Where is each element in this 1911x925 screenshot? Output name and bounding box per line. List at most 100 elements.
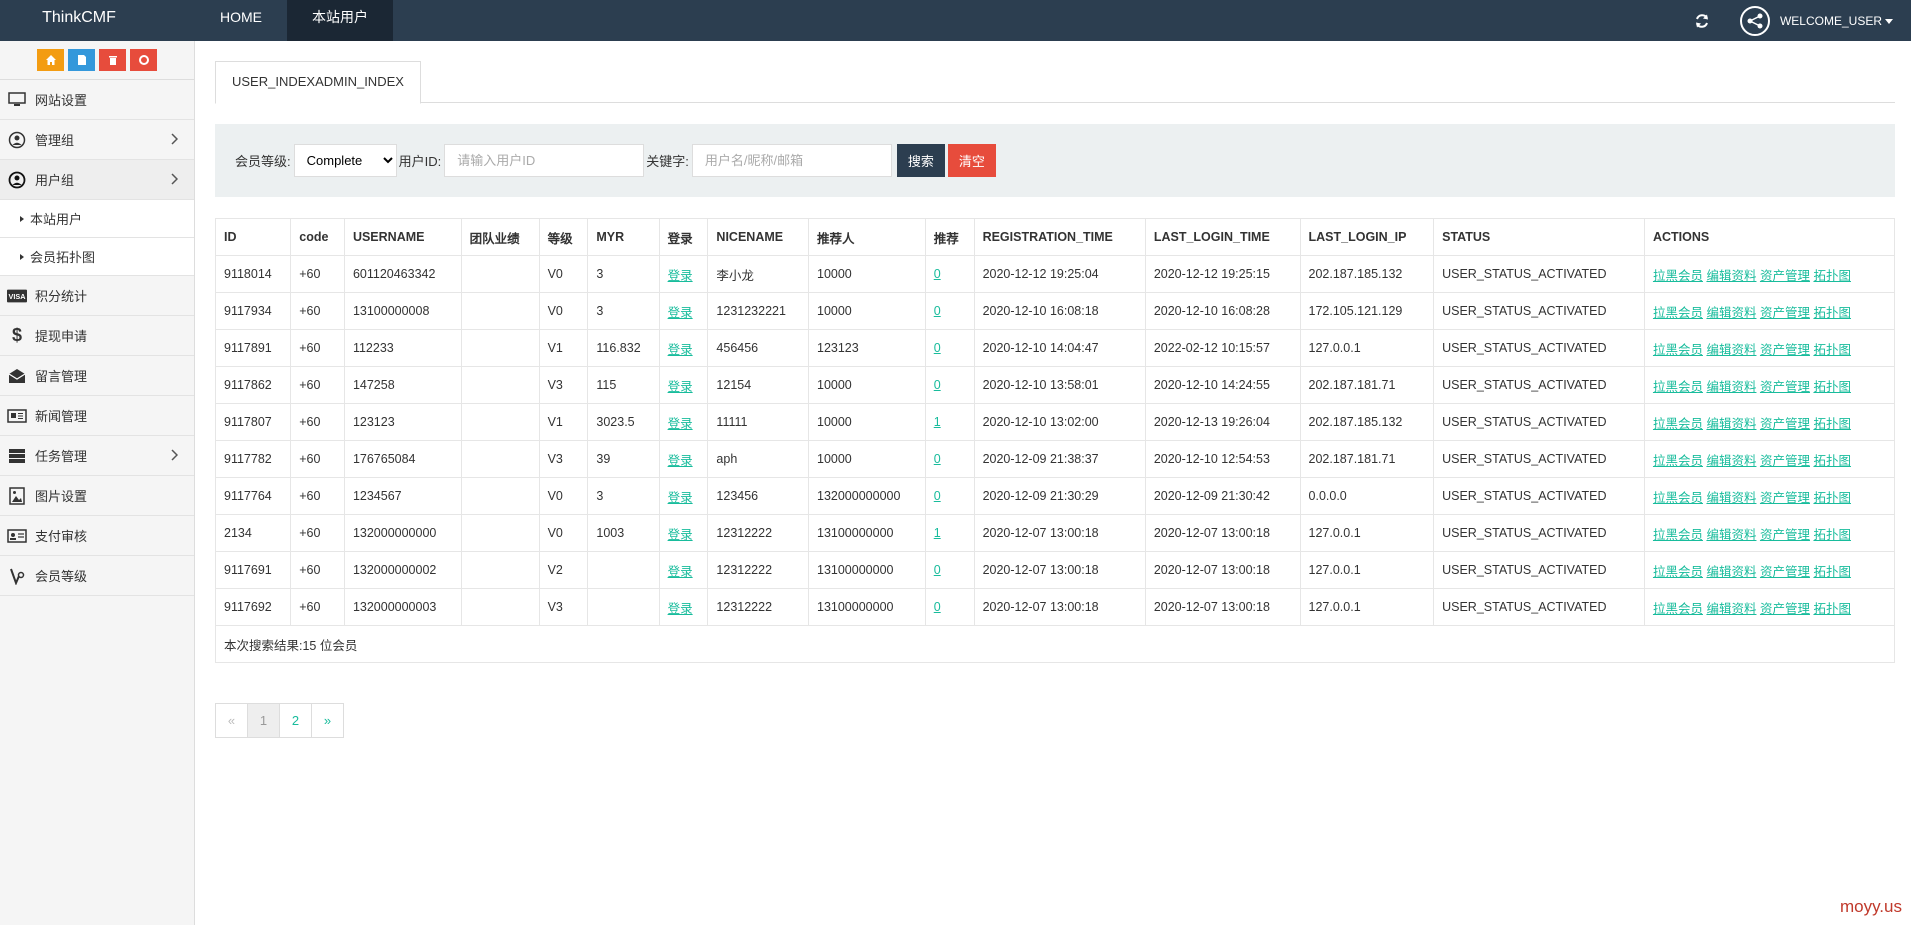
- topology-link[interactable]: 拓扑图: [1813, 453, 1851, 468]
- topology-link[interactable]: 拓扑图: [1813, 379, 1851, 394]
- sidebar-item-member-level[interactable]: 会员等级: [0, 556, 194, 596]
- sidebar-item-payment-review[interactable]: 支付审核: [0, 516, 194, 556]
- edit-profile-link[interactable]: 编辑资料: [1706, 564, 1757, 579]
- brand-logo[interactable]: ThinkCMF: [42, 9, 116, 26]
- login-link[interactable]: 登录: [667, 416, 693, 431]
- watermark: moyy.us: [1839, 897, 1902, 916]
- edit-profile-link[interactable]: 编辑资料: [1706, 490, 1757, 505]
- pagination-prev[interactable]: «: [215, 703, 248, 738]
- asset-management-link[interactable]: 资产管理: [1759, 564, 1810, 579]
- topology-link[interactable]: 拓扑图: [1813, 490, 1851, 505]
- asset-management-link[interactable]: 资产管理: [1759, 379, 1810, 394]
- blacklist-member-link[interactable]: 拉黑会员: [1652, 564, 1703, 579]
- member-level-select[interactable]: Complete: [293, 144, 397, 177]
- avatar[interactable]: [1739, 5, 1770, 36]
- sidebar-item-site-settings[interactable]: 网站设置: [0, 80, 194, 120]
- sidebar-item-news[interactable]: 新闻管理: [0, 396, 194, 436]
- edit-profile-link[interactable]: 编辑资料: [1706, 527, 1757, 542]
- referrals-link[interactable]: 0: [933, 267, 941, 281]
- monitor-icon: [7, 90, 27, 110]
- search-button[interactable]: 搜索: [896, 144, 945, 177]
- asset-management-link[interactable]: 资产管理: [1759, 305, 1810, 320]
- edit-profile-link[interactable]: 编辑资料: [1706, 453, 1757, 468]
- sidebar-item-messages[interactable]: 留言管理: [0, 356, 194, 396]
- blacklist-member-link[interactable]: 拉黑会员: [1652, 490, 1703, 505]
- blacklist-member-link[interactable]: 拉黑会员: [1652, 305, 1703, 320]
- login-link[interactable]: 登录: [667, 453, 693, 468]
- asset-management-link[interactable]: 资产管理: [1759, 453, 1810, 468]
- userid-input[interactable]: [444, 144, 645, 177]
- login-cell: 登录: [658, 440, 709, 478]
- sidebar-item-user-group[interactable]: 用户组: [0, 160, 194, 200]
- asset-management-link[interactable]: 资产管理: [1759, 490, 1810, 505]
- user-menu[interactable]: WELCOME_USER: [1780, 14, 1893, 28]
- blacklist-member-link[interactable]: 拉黑会员: [1652, 342, 1703, 357]
- edit-profile-link[interactable]: 编辑资料: [1706, 268, 1757, 283]
- referrals-link[interactable]: 1: [933, 526, 941, 540]
- column-header: code: [290, 218, 345, 256]
- topology-link[interactable]: 拓扑图: [1813, 305, 1851, 320]
- column-header: LAST_LOGIN_TIME: [1144, 218, 1301, 256]
- login-link[interactable]: 登录: [667, 268, 693, 283]
- referrals-link[interactable]: 0: [933, 489, 941, 503]
- asset-management-link[interactable]: 资产管理: [1759, 416, 1810, 431]
- blacklist-member-link[interactable]: 拉黑会员: [1652, 527, 1703, 542]
- referrals-link[interactable]: 0: [933, 600, 941, 614]
- topology-link[interactable]: 拓扑图: [1813, 268, 1851, 283]
- login-link[interactable]: 登录: [667, 305, 693, 320]
- blacklist-member-link[interactable]: 拉黑会员: [1652, 268, 1703, 283]
- home-shortcut-button[interactable]: [37, 49, 64, 71]
- sidebar-item-image-settings[interactable]: 图片设置: [0, 476, 194, 516]
- login-link[interactable]: 登录: [667, 490, 693, 505]
- login-link[interactable]: 登录: [667, 342, 693, 357]
- asset-management-link[interactable]: 资产管理: [1759, 527, 1810, 542]
- referrals-cell: 1: [924, 403, 975, 441]
- asset-management-link[interactable]: 资产管理: [1759, 342, 1810, 357]
- referrals-link[interactable]: 0: [933, 304, 941, 318]
- edit-profile-link[interactable]: 编辑资料: [1706, 416, 1757, 431]
- pagination-page-2[interactable]: 2: [279, 703, 312, 738]
- sidebar-item-admin-group[interactable]: 管理组: [0, 120, 194, 160]
- sidebar-item-points-stats[interactable]: VISA 积分统计: [0, 276, 194, 316]
- referrals-link[interactable]: 0: [933, 378, 941, 392]
- recycle-shortcut-button[interactable]: [130, 49, 157, 71]
- topology-link[interactable]: 拓扑图: [1813, 527, 1851, 542]
- referrals-link[interactable]: 0: [933, 452, 941, 466]
- sidebar-item-tasks[interactable]: 任务管理: [0, 436, 194, 476]
- sidebar-subitem-member-topology[interactable]: 会员拓扑图: [0, 238, 194, 276]
- clear-button[interactable]: 清空: [947, 144, 996, 177]
- edit-profile-link[interactable]: 编辑资料: [1706, 379, 1757, 394]
- topology-link[interactable]: 拓扑图: [1813, 601, 1851, 616]
- edit-profile-link[interactable]: 编辑资料: [1706, 305, 1757, 320]
- trash-shortcut-button[interactable]: [99, 49, 126, 71]
- blacklist-member-link[interactable]: 拉黑会员: [1652, 379, 1703, 394]
- refresh-icon[interactable]: [1692, 11, 1712, 31]
- pagination-page-1[interactable]: 1: [247, 703, 280, 738]
- keyword-input[interactable]: [691, 144, 892, 177]
- edit-profile-link[interactable]: 编辑资料: [1706, 342, 1757, 357]
- blacklist-member-link[interactable]: 拉黑会员: [1652, 416, 1703, 431]
- login-link[interactable]: 登录: [667, 601, 693, 616]
- referrals-link[interactable]: 1: [933, 415, 941, 429]
- topology-link[interactable]: 拓扑图: [1813, 342, 1851, 357]
- edit-profile-link[interactable]: 编辑资料: [1706, 601, 1757, 616]
- login-link[interactable]: 登录: [667, 379, 693, 394]
- file-shortcut-button[interactable]: [68, 49, 95, 71]
- topology-link[interactable]: 拓扑图: [1813, 564, 1851, 579]
- sidebar-subitem-site-users[interactable]: 本站用户: [0, 200, 194, 238]
- tab-user-index[interactable]: USER_INDEXADMIN_INDEX: [215, 61, 421, 104]
- cell-code: +60: [290, 403, 345, 441]
- pagination-next[interactable]: »: [311, 703, 344, 738]
- referrals-link[interactable]: 0: [933, 563, 941, 577]
- referrals-link[interactable]: 0: [933, 341, 941, 355]
- login-link[interactable]: 登录: [667, 527, 693, 542]
- nav-site-users[interactable]: 本站用户: [287, 0, 393, 41]
- asset-management-link[interactable]: 资产管理: [1759, 268, 1810, 283]
- sidebar-item-withdraw[interactable]: $ 提现申请: [0, 316, 194, 356]
- nav-home[interactable]: HOME: [220, 9, 262, 25]
- topology-link[interactable]: 拓扑图: [1813, 416, 1851, 431]
- blacklist-member-link[interactable]: 拉黑会员: [1652, 601, 1703, 616]
- blacklist-member-link[interactable]: 拉黑会员: [1652, 453, 1703, 468]
- asset-management-link[interactable]: 资产管理: [1759, 601, 1810, 616]
- login-link[interactable]: 登录: [667, 564, 693, 579]
